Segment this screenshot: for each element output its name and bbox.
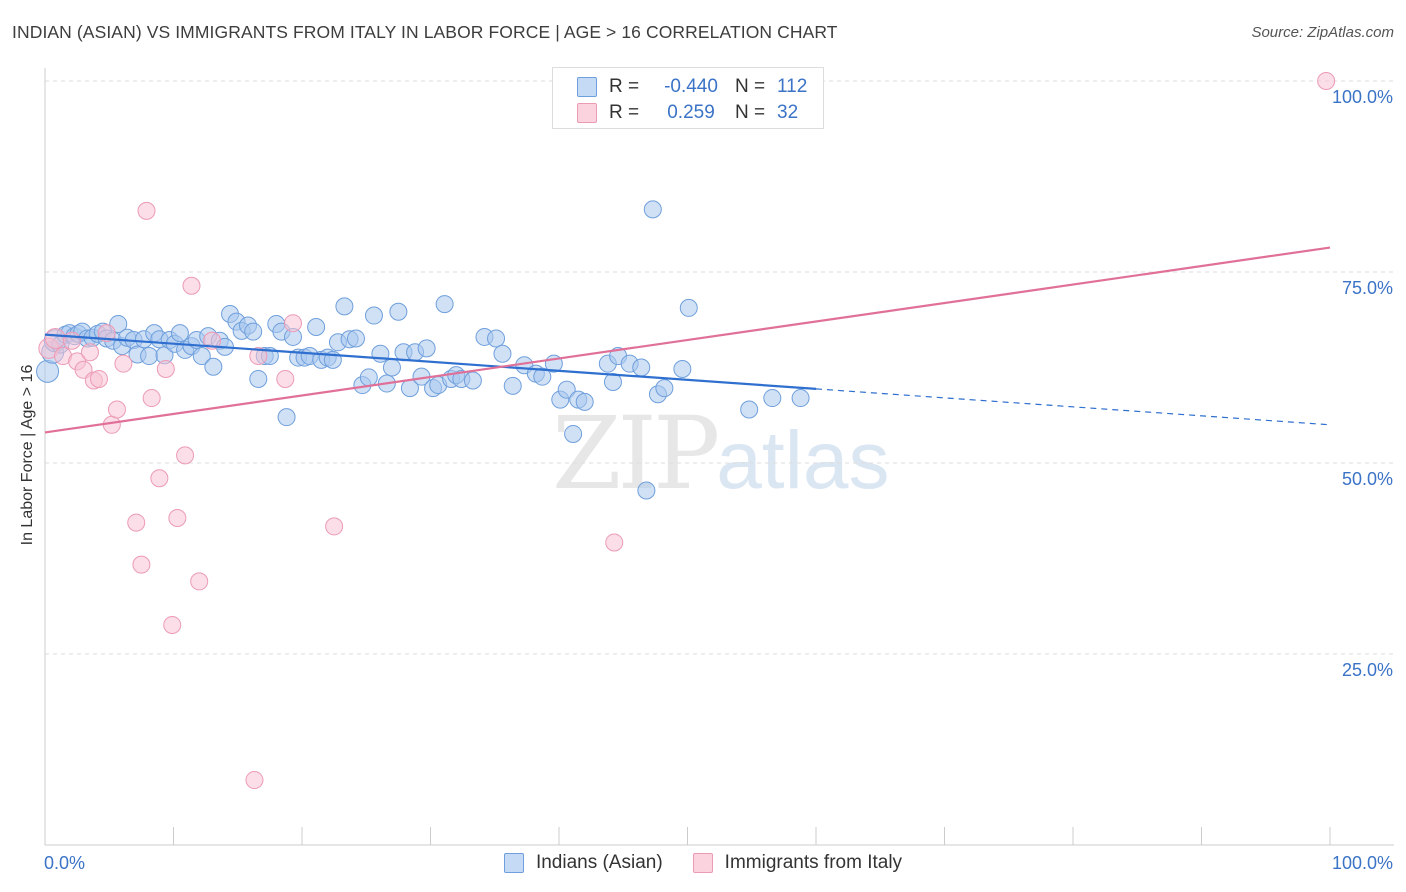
data-point-indians bbox=[564, 424, 583, 443]
legend-r-value: 0.259 bbox=[667, 102, 715, 123]
y-tick-label: 75.0% bbox=[1342, 278, 1393, 298]
data-point-indians bbox=[346, 329, 365, 348]
data-point-italy bbox=[44, 327, 66, 349]
data-point-indians bbox=[249, 369, 268, 388]
legend-label-indians: Indians (Asian) bbox=[535, 852, 663, 873]
data-point-indians bbox=[140, 347, 159, 366]
data-point-italy bbox=[182, 276, 201, 295]
data-point-italy bbox=[137, 201, 156, 220]
data-point-indians bbox=[192, 347, 211, 366]
data-point-italy bbox=[62, 331, 81, 350]
data-point-italy bbox=[107, 400, 126, 419]
data-point-italy bbox=[284, 314, 303, 333]
legend-item-indians[interactable]: Indians (Asian) bbox=[503, 852, 663, 874]
legend-n-label: N = bbox=[735, 76, 766, 97]
data-point-indians bbox=[637, 481, 656, 500]
data-point-indians bbox=[204, 357, 223, 376]
data-point-indians bbox=[575, 392, 594, 411]
data-point-italy bbox=[249, 347, 268, 366]
data-point-indians bbox=[244, 322, 263, 341]
legend-row-indians: R = -0.440 N = 112 bbox=[577, 75, 807, 99]
data-point-italy bbox=[276, 369, 295, 388]
data-point-indians bbox=[307, 318, 326, 337]
legend-swatch-blue bbox=[577, 77, 597, 97]
data-point-indians bbox=[493, 344, 512, 363]
data-point-indians bbox=[389, 302, 408, 321]
watermark: ZIPatlas bbox=[552, 395, 890, 512]
data-point-italy bbox=[150, 469, 169, 488]
data-point-indians bbox=[655, 379, 674, 398]
data-point-indians bbox=[435, 295, 454, 314]
trendline-indians-extension bbox=[815, 388, 1331, 426]
data-point-indians bbox=[277, 408, 296, 427]
data-point-italy bbox=[1317, 72, 1336, 90]
data-point-italy bbox=[163, 615, 182, 634]
correlation-legend: R = -0.440 N = 112 R = 0.259 N = 32 bbox=[552, 67, 824, 129]
watermark-zip: ZIP bbox=[552, 395, 720, 512]
legend-r-label: R = bbox=[609, 76, 640, 97]
data-point-indians bbox=[740, 400, 759, 419]
legend-r-value: -0.440 bbox=[664, 76, 718, 97]
legend-item-italy[interactable]: Immigrants from Italy bbox=[692, 852, 903, 874]
data-point-indians bbox=[463, 371, 482, 390]
data-point-italy bbox=[245, 771, 264, 790]
data-point-italy bbox=[102, 415, 121, 434]
data-point-italy bbox=[132, 555, 151, 574]
data-point-indians bbox=[679, 298, 698, 317]
legend-swatch-pink bbox=[577, 103, 597, 123]
data-point-indians bbox=[791, 389, 810, 408]
data-point-italy bbox=[89, 369, 108, 388]
legend-r-label: R = bbox=[609, 102, 640, 123]
x-tick-label: 100.0% bbox=[1332, 853, 1393, 873]
trendline-italy bbox=[44, 246, 1331, 434]
source-label: Source: ZipAtlas.com bbox=[1251, 24, 1394, 41]
data-point-italy bbox=[168, 509, 187, 528]
data-point-italy bbox=[156, 360, 175, 379]
data-point-indians bbox=[673, 360, 692, 379]
data-point-italy bbox=[176, 446, 195, 465]
legend-label-italy: Immigrants from Italy bbox=[724, 852, 903, 873]
data-point-indians bbox=[170, 324, 189, 343]
data-point-indians bbox=[503, 376, 522, 395]
y-tick-label: 50.0% bbox=[1342, 469, 1393, 489]
legend-n-value: 32 bbox=[777, 102, 799, 123]
data-point-italy bbox=[142, 389, 161, 408]
y-tick-label: 100.0% bbox=[1332, 87, 1393, 107]
legend-row-italy: R = 0.259 N = 32 bbox=[577, 101, 798, 125]
data-point-indians bbox=[36, 359, 60, 383]
data-point-indians bbox=[359, 368, 378, 387]
watermark-atlas: atlas bbox=[716, 415, 890, 506]
series-legend: Indians (Asian) Immigrants from Italy bbox=[0, 852, 1406, 874]
data-point-indians bbox=[643, 200, 662, 219]
data-point-italy bbox=[80, 343, 99, 362]
data-point-indians bbox=[632, 358, 651, 377]
data-point-indians bbox=[533, 367, 552, 386]
data-point-italy bbox=[325, 517, 344, 536]
y-tick-label: 25.0% bbox=[1342, 660, 1393, 680]
data-point-italy bbox=[127, 513, 146, 532]
data-point-indians bbox=[364, 306, 383, 325]
data-point-indians bbox=[487, 329, 506, 348]
data-point-indians bbox=[335, 297, 354, 316]
legend-n-label: N = bbox=[735, 102, 766, 123]
chart-title: INDIAN (ASIAN) VS IMMIGRANTS FROM ITALY … bbox=[12, 22, 838, 42]
legend-n-value: 112 bbox=[777, 76, 808, 97]
data-point-italy bbox=[114, 354, 133, 373]
trendline-indians bbox=[44, 333, 817, 390]
data-point-italy bbox=[605, 533, 624, 552]
data-point-indians bbox=[557, 380, 576, 399]
data-point-indians bbox=[763, 389, 782, 408]
x-tick-label: 0.0% bbox=[44, 853, 85, 873]
data-point-indians bbox=[382, 358, 401, 377]
legend-swatch-blue bbox=[503, 853, 524, 873]
legend-swatch-pink bbox=[692, 853, 713, 873]
data-point-indians bbox=[417, 339, 436, 358]
data-point-italy bbox=[97, 324, 116, 343]
data-point-italy bbox=[190, 572, 209, 591]
